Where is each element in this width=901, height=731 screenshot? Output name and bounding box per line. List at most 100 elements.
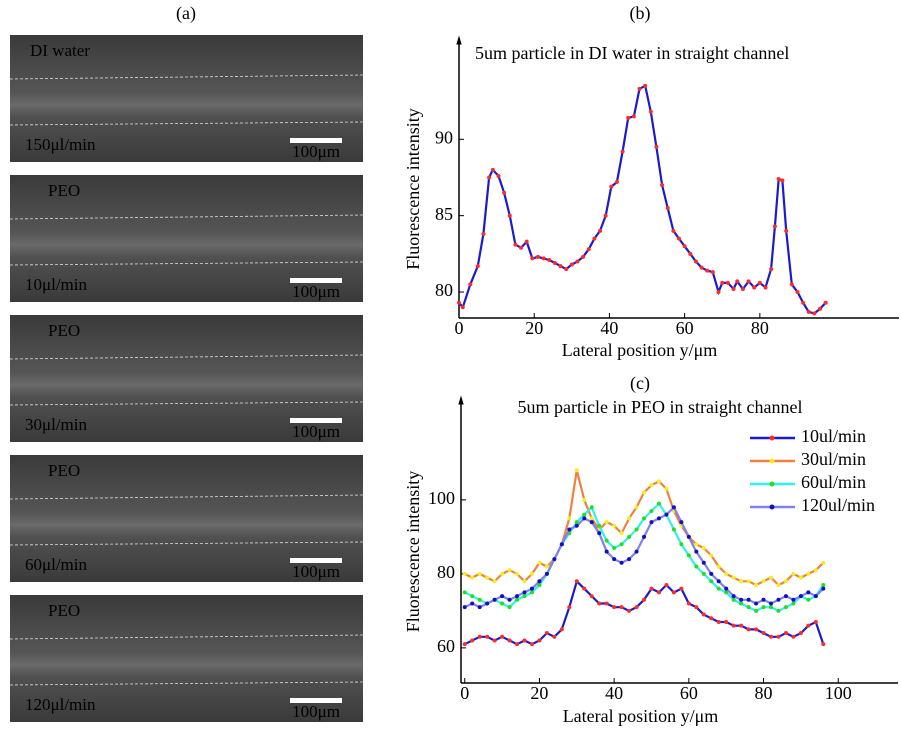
scale-bar-label: 100μm [292, 562, 340, 581]
data-point [567, 605, 572, 610]
legend-label: 120ul/min [801, 495, 875, 515]
data-point [699, 265, 704, 270]
data-point [642, 534, 647, 539]
data-point [772, 224, 777, 229]
data-point [513, 242, 518, 247]
series-line [458, 84, 827, 315]
data-point [619, 605, 624, 610]
data-point [763, 285, 768, 290]
data-point [626, 115, 631, 120]
channel-wall [9, 121, 364, 126]
data-point [537, 638, 542, 643]
data-point [500, 571, 505, 576]
data-point [586, 247, 591, 252]
channel-wall [9, 401, 364, 406]
scale-bar [290, 138, 342, 143]
data-point [739, 623, 744, 628]
data-point [569, 262, 574, 267]
data-point [475, 264, 480, 269]
scale-bar [290, 698, 342, 703]
data-point [619, 560, 624, 565]
data-point [735, 279, 740, 284]
legend-label: 10ul/min [801, 426, 866, 446]
y-tick-label: 90 [435, 127, 453, 147]
data-point [612, 545, 617, 550]
data-point [515, 597, 520, 602]
data-point [780, 178, 785, 183]
data-point [769, 267, 774, 272]
data-point [813, 594, 818, 599]
data-point [492, 597, 497, 602]
scale-bar-label: 100μm [292, 702, 340, 721]
data-point [574, 468, 579, 473]
data-point [470, 601, 475, 606]
data-point [642, 490, 647, 495]
image-label: PEO [48, 181, 80, 200]
data-point [677, 236, 681, 241]
legend-marker [769, 458, 775, 464]
data-point [537, 582, 542, 587]
data-point [724, 571, 729, 576]
data-point [725, 280, 730, 285]
data-point [656, 590, 661, 595]
panel-label: (a) [176, 3, 196, 24]
data-point [604, 549, 609, 554]
data-point [500, 601, 505, 606]
x-tick-label: 80 [751, 318, 769, 338]
image-label: DI water [30, 41, 90, 60]
data-point [500, 594, 505, 599]
data-point [686, 553, 691, 558]
data-point [631, 114, 636, 119]
scale-bar [290, 558, 342, 563]
channel-wall [9, 214, 364, 220]
data-point [682, 244, 687, 249]
data-point [701, 560, 706, 565]
data-point [485, 575, 490, 580]
data-point [821, 642, 826, 647]
data-point [709, 571, 714, 576]
data-point [597, 601, 602, 606]
data-point [791, 597, 796, 602]
data-point [481, 231, 486, 236]
data-point [603, 213, 608, 218]
data-point [574, 523, 579, 528]
data-point [671, 505, 676, 510]
data-point [507, 638, 512, 643]
y-tick-label: 85 [435, 204, 453, 224]
data-point [567, 516, 572, 521]
y-tick-label: 80 [437, 562, 455, 582]
data-point [798, 575, 803, 580]
data-point [642, 516, 647, 521]
data-point [823, 300, 828, 305]
series-line [464, 579, 825, 646]
data-point [701, 571, 706, 576]
data-point [806, 597, 811, 602]
x-tick-label: 0 [455, 318, 464, 338]
data-point [597, 523, 602, 528]
image-label: PEO [48, 321, 80, 340]
legend-marker [769, 504, 775, 510]
data-point [769, 601, 774, 606]
data-point [547, 257, 552, 262]
image-label: PEO [48, 601, 80, 620]
data-point [724, 590, 729, 595]
data-point [634, 505, 639, 510]
data-point [558, 264, 563, 269]
data-point [801, 300, 806, 305]
data-point [627, 534, 632, 539]
data-point [492, 579, 497, 584]
data-point [671, 228, 676, 233]
data-point [813, 568, 818, 573]
data-point [716, 619, 721, 624]
flow-rate-label: 120μl/min [25, 695, 96, 714]
data-point [582, 516, 587, 521]
data-point [686, 534, 691, 539]
data-point [552, 261, 557, 266]
legend-marker [769, 435, 775, 441]
data-point [522, 594, 527, 599]
flow-rate-label: 60μl/min [25, 555, 88, 574]
data-point [761, 605, 766, 610]
data-point [688, 251, 693, 256]
data-point [574, 520, 579, 525]
